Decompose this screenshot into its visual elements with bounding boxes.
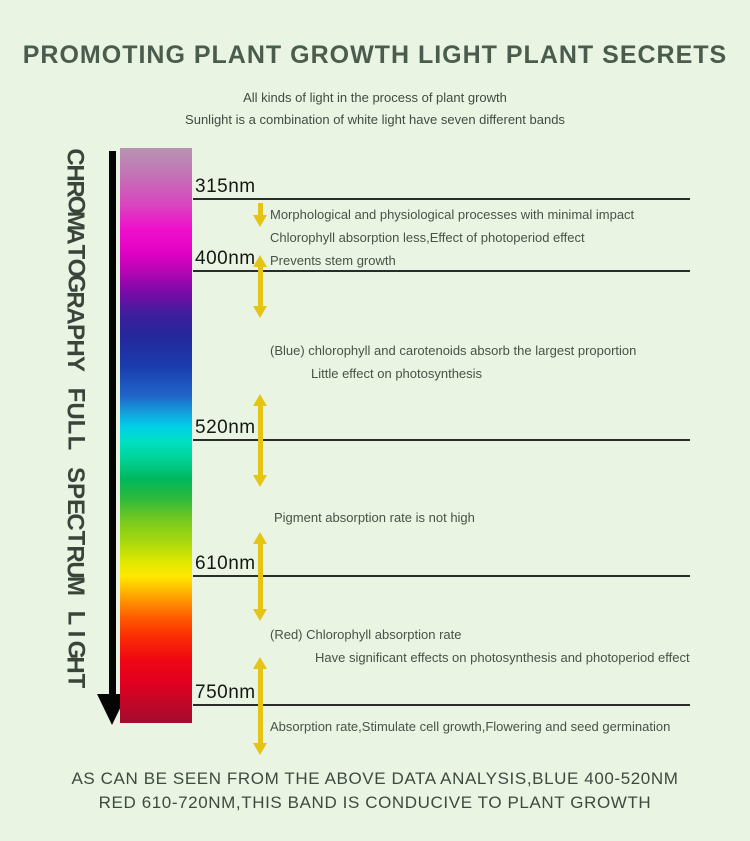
spectrum-gradient-bar bbox=[120, 148, 192, 723]
conclusion-line-2: RED 610-720NM,THIS BAND IS CONDUCIVE TO … bbox=[98, 793, 652, 812]
note-red-chlorophyll-absorption: (Red) Chlorophyll absorption rate bbox=[270, 627, 462, 642]
note-red-significant-effects: Have significant effects on photosynthes… bbox=[315, 650, 690, 665]
subtitle-line-2: Sunlight is a combination of white light… bbox=[185, 112, 565, 127]
range-arrow-315nm-down-icon bbox=[253, 203, 267, 227]
note-uv-prevents-stem-growth: Prevents stem growth bbox=[270, 253, 396, 268]
range-arrow-400nm-double-icon bbox=[253, 255, 267, 318]
range-arrow-520nm-double-icon bbox=[253, 394, 267, 487]
wavelength-label-315nm: 315nm bbox=[195, 176, 256, 197]
page-title: PROMOTING PLANT GROWTH LIGHT PLANT SECRE… bbox=[22, 41, 728, 69]
conclusion-line-1: AS CAN BE SEEN FROM THE ABOVE DATA ANALY… bbox=[71, 769, 679, 788]
note-blue-absorb-largest: (Blue) chlorophyll and carotenoids absor… bbox=[270, 343, 637, 358]
note-green-pigment-absorption: Pigment absorption rate is not high bbox=[274, 510, 475, 525]
wavelength-label-750nm: 750nm bbox=[195, 682, 256, 703]
wavelength-line-400nm bbox=[193, 270, 690, 272]
note-uv-chlorophyll-less: Chlorophyll absorption less,Effect of ph… bbox=[270, 230, 585, 245]
subtitle-line-1: All kinds of light in the process of pla… bbox=[243, 90, 507, 105]
note-blue-little-effect: Little effect on photosynthesis bbox=[311, 366, 483, 381]
range-arrow-610nm-double-icon bbox=[253, 532, 267, 621]
wavelength-line-315nm bbox=[193, 198, 690, 200]
wavelength-line-520nm bbox=[193, 439, 690, 441]
wavelength-label-520nm: 520nm bbox=[195, 417, 256, 438]
wavelength-line-610nm bbox=[193, 575, 690, 577]
wavelength-label-400nm: 400nm bbox=[195, 248, 256, 269]
spectrum-direction-arrow-shaft bbox=[109, 151, 116, 697]
range-arrow-750nm-double-icon bbox=[253, 657, 267, 755]
note-farred-absorption-flowering: Absorption rate,Stimulate cell growth,Fl… bbox=[270, 719, 671, 734]
wavelength-line-750nm bbox=[193, 704, 690, 706]
wavelength-label-610nm: 610nm bbox=[195, 553, 256, 574]
note-uv-morphological: Morphological and physiological processe… bbox=[270, 207, 635, 222]
